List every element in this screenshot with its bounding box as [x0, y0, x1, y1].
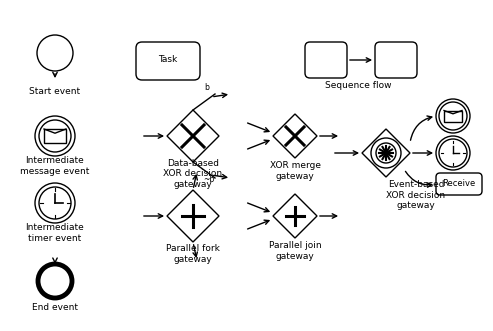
Circle shape [35, 183, 75, 223]
Text: Parallel join
gateway: Parallel join gateway [269, 241, 321, 261]
Text: ~b: ~b [204, 175, 214, 184]
Text: Data-based
XOR decision
gateway: Data-based XOR decision gateway [164, 159, 222, 189]
FancyBboxPatch shape [375, 42, 417, 78]
Circle shape [439, 102, 467, 130]
Text: XOR merge
gateway: XOR merge gateway [270, 161, 320, 181]
Text: Receive: Receive [442, 179, 476, 188]
Bar [44, 129, 66, 143]
Circle shape [39, 120, 71, 152]
FancyBboxPatch shape [136, 42, 200, 80]
Text: Event-based
XOR decision
gateway: Event-based XOR decision gateway [387, 180, 446, 210]
Circle shape [35, 116, 75, 156]
Text: Intermediate
timer event: Intermediate timer event [26, 223, 84, 243]
Text: Intermediate
message event: Intermediate message event [20, 156, 90, 176]
Text: End event: End event [32, 303, 78, 311]
Text: Sequence flow: Sequence flow [325, 80, 391, 89]
Text: Task: Task [158, 56, 177, 65]
Circle shape [376, 143, 396, 163]
Circle shape [37, 35, 73, 71]
Polygon shape [273, 194, 317, 238]
Polygon shape [167, 110, 219, 162]
Circle shape [39, 187, 71, 219]
Polygon shape [273, 114, 317, 158]
Circle shape [38, 264, 72, 298]
Text: b: b [205, 83, 210, 92]
Polygon shape [362, 129, 410, 177]
Text: Start event: Start event [30, 86, 80, 96]
Polygon shape [167, 190, 219, 242]
Circle shape [436, 136, 470, 170]
Circle shape [436, 99, 470, 133]
Bar [444, 111, 462, 121]
Text: Parallel fork
gateway: Parallel fork gateway [166, 244, 220, 264]
FancyBboxPatch shape [436, 173, 482, 195]
Circle shape [439, 139, 467, 167]
FancyBboxPatch shape [305, 42, 347, 78]
Circle shape [371, 138, 401, 168]
